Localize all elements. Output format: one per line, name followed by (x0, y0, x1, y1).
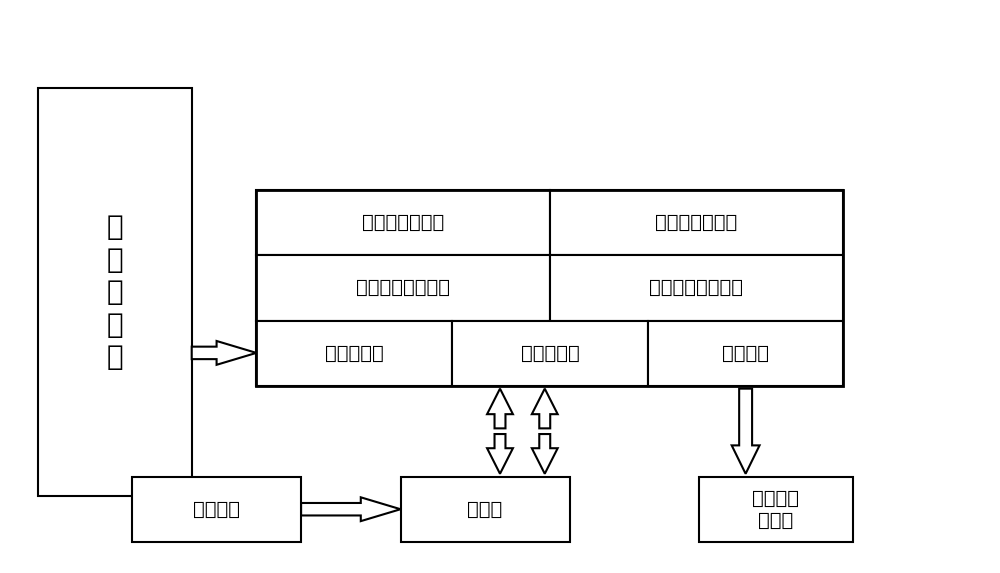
Bar (38, 88, 192, 496)
Polygon shape (732, 388, 760, 474)
Text: 蓄电池接口: 蓄电池接口 (521, 344, 580, 363)
Bar (256, 190, 550, 256)
Bar (699, 477, 853, 542)
Text: 混合信号
处理器: 混合信号 处理器 (752, 489, 799, 529)
Text: 负载接口: 负载接口 (722, 344, 769, 363)
Polygon shape (301, 497, 401, 521)
Bar (132, 477, 301, 542)
Bar (648, 320, 843, 386)
Bar (550, 190, 843, 256)
Text: 太
阳
能
电
池: 太 阳 能 电 池 (106, 213, 123, 371)
Text: 太阳能放电电路: 太阳能放电电路 (655, 213, 738, 232)
Bar (452, 320, 648, 386)
Polygon shape (532, 388, 558, 429)
Bar (256, 190, 843, 386)
Text: 太阳能充电控制器: 太阳能充电控制器 (356, 278, 450, 297)
Bar (401, 477, 570, 542)
Text: 太阳能放电控制器: 太阳能放电控制器 (649, 278, 743, 297)
Text: 充电电源: 充电电源 (193, 500, 240, 519)
Polygon shape (532, 434, 558, 474)
Text: 蓄电池: 蓄电池 (467, 500, 503, 519)
Bar (256, 320, 452, 386)
Text: 太阳能接口: 太阳能接口 (325, 344, 384, 363)
Bar (550, 256, 843, 320)
Polygon shape (487, 388, 513, 429)
Polygon shape (192, 341, 256, 365)
Bar (256, 256, 550, 320)
Polygon shape (487, 434, 513, 474)
Text: 太阳能充电电路: 太阳能充电电路 (362, 213, 444, 232)
